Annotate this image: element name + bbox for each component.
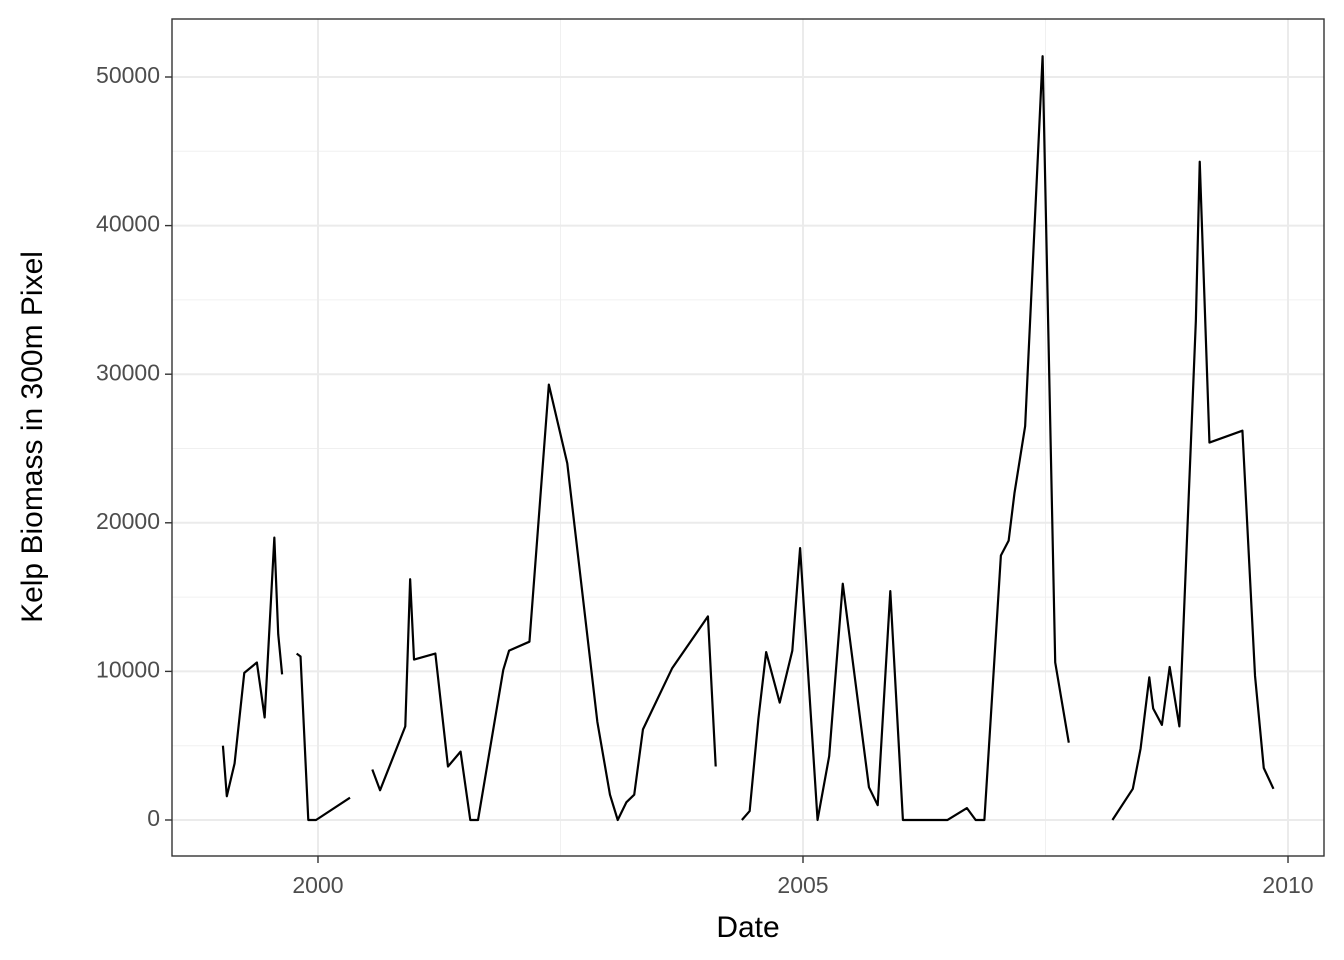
- marks: [221, 55, 1275, 822]
- y-tick-label: 20000: [96, 508, 160, 534]
- y-tick-label: 40000: [96, 211, 160, 237]
- panel-border: [171, 18, 1325, 857]
- x-tick-label: 2010: [1262, 872, 1313, 898]
- data-line: [221, 55, 1275, 822]
- x-axis-title: Date: [716, 911, 779, 944]
- x-tick-label: 2005: [777, 872, 828, 898]
- grid: [172, 19, 1324, 856]
- y-tick-label: 10000: [96, 656, 160, 682]
- y-tick-label: 30000: [96, 359, 160, 385]
- y-tick-label: 0: [147, 805, 160, 831]
- x-tick-label: 2000: [292, 872, 343, 898]
- y-tick-label: 50000: [96, 62, 160, 88]
- y-axis-title: Kelp Biomass in 300m Pixel: [16, 251, 49, 623]
